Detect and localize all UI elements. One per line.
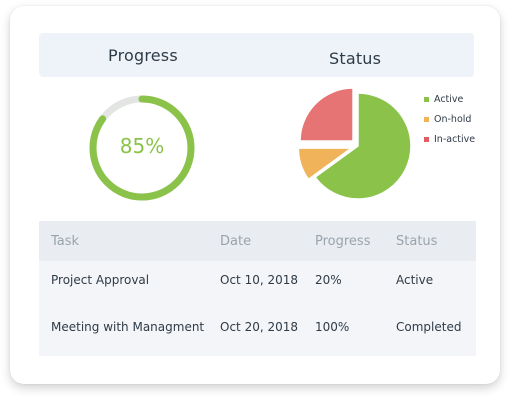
status-pie-chart (297, 88, 412, 200)
legend-swatch-active (424, 97, 429, 102)
legend-label: On-hold (434, 114, 472, 125)
cell-status: Completed (396, 320, 462, 334)
cell-status: Active (396, 273, 434, 287)
legend-label: In-active (434, 134, 476, 145)
legend-swatch-on-hold (424, 117, 429, 122)
cell-progress: 20% (315, 273, 342, 287)
pie-slice-in-active (299, 88, 354, 142)
pie-slice-on-hold (297, 147, 354, 181)
cell-date: Oct 10, 2018 (220, 273, 298, 287)
legend-label: Active (434, 94, 464, 105)
cell-task[interactable]: Meeting with Managment (51, 320, 205, 334)
cell-date: Oct 20, 2018 (220, 320, 298, 334)
progress-title: Progress (108, 46, 178, 65)
table-header: Task Date Progress Status (39, 221, 476, 261)
header-task[interactable]: Task (51, 234, 80, 249)
pie-slice-active (314, 92, 412, 200)
cell-progress: 100% (315, 320, 350, 334)
legend-swatch-in-active (424, 137, 429, 142)
header-date[interactable]: Date (220, 234, 252, 249)
cell-task[interactable]: Project Approval (51, 273, 150, 287)
header-status[interactable]: Status (396, 234, 438, 249)
progress-value: 85% (119, 134, 165, 158)
task-table: Task Date Progress Status Project Approv… (39, 221, 476, 356)
donut-progress-arc (89, 95, 195, 201)
status-title: Status (329, 49, 382, 68)
progress-donut (89, 95, 195, 201)
summary-header (39, 33, 474, 77)
header-progress[interactable]: Progress (315, 234, 371, 249)
